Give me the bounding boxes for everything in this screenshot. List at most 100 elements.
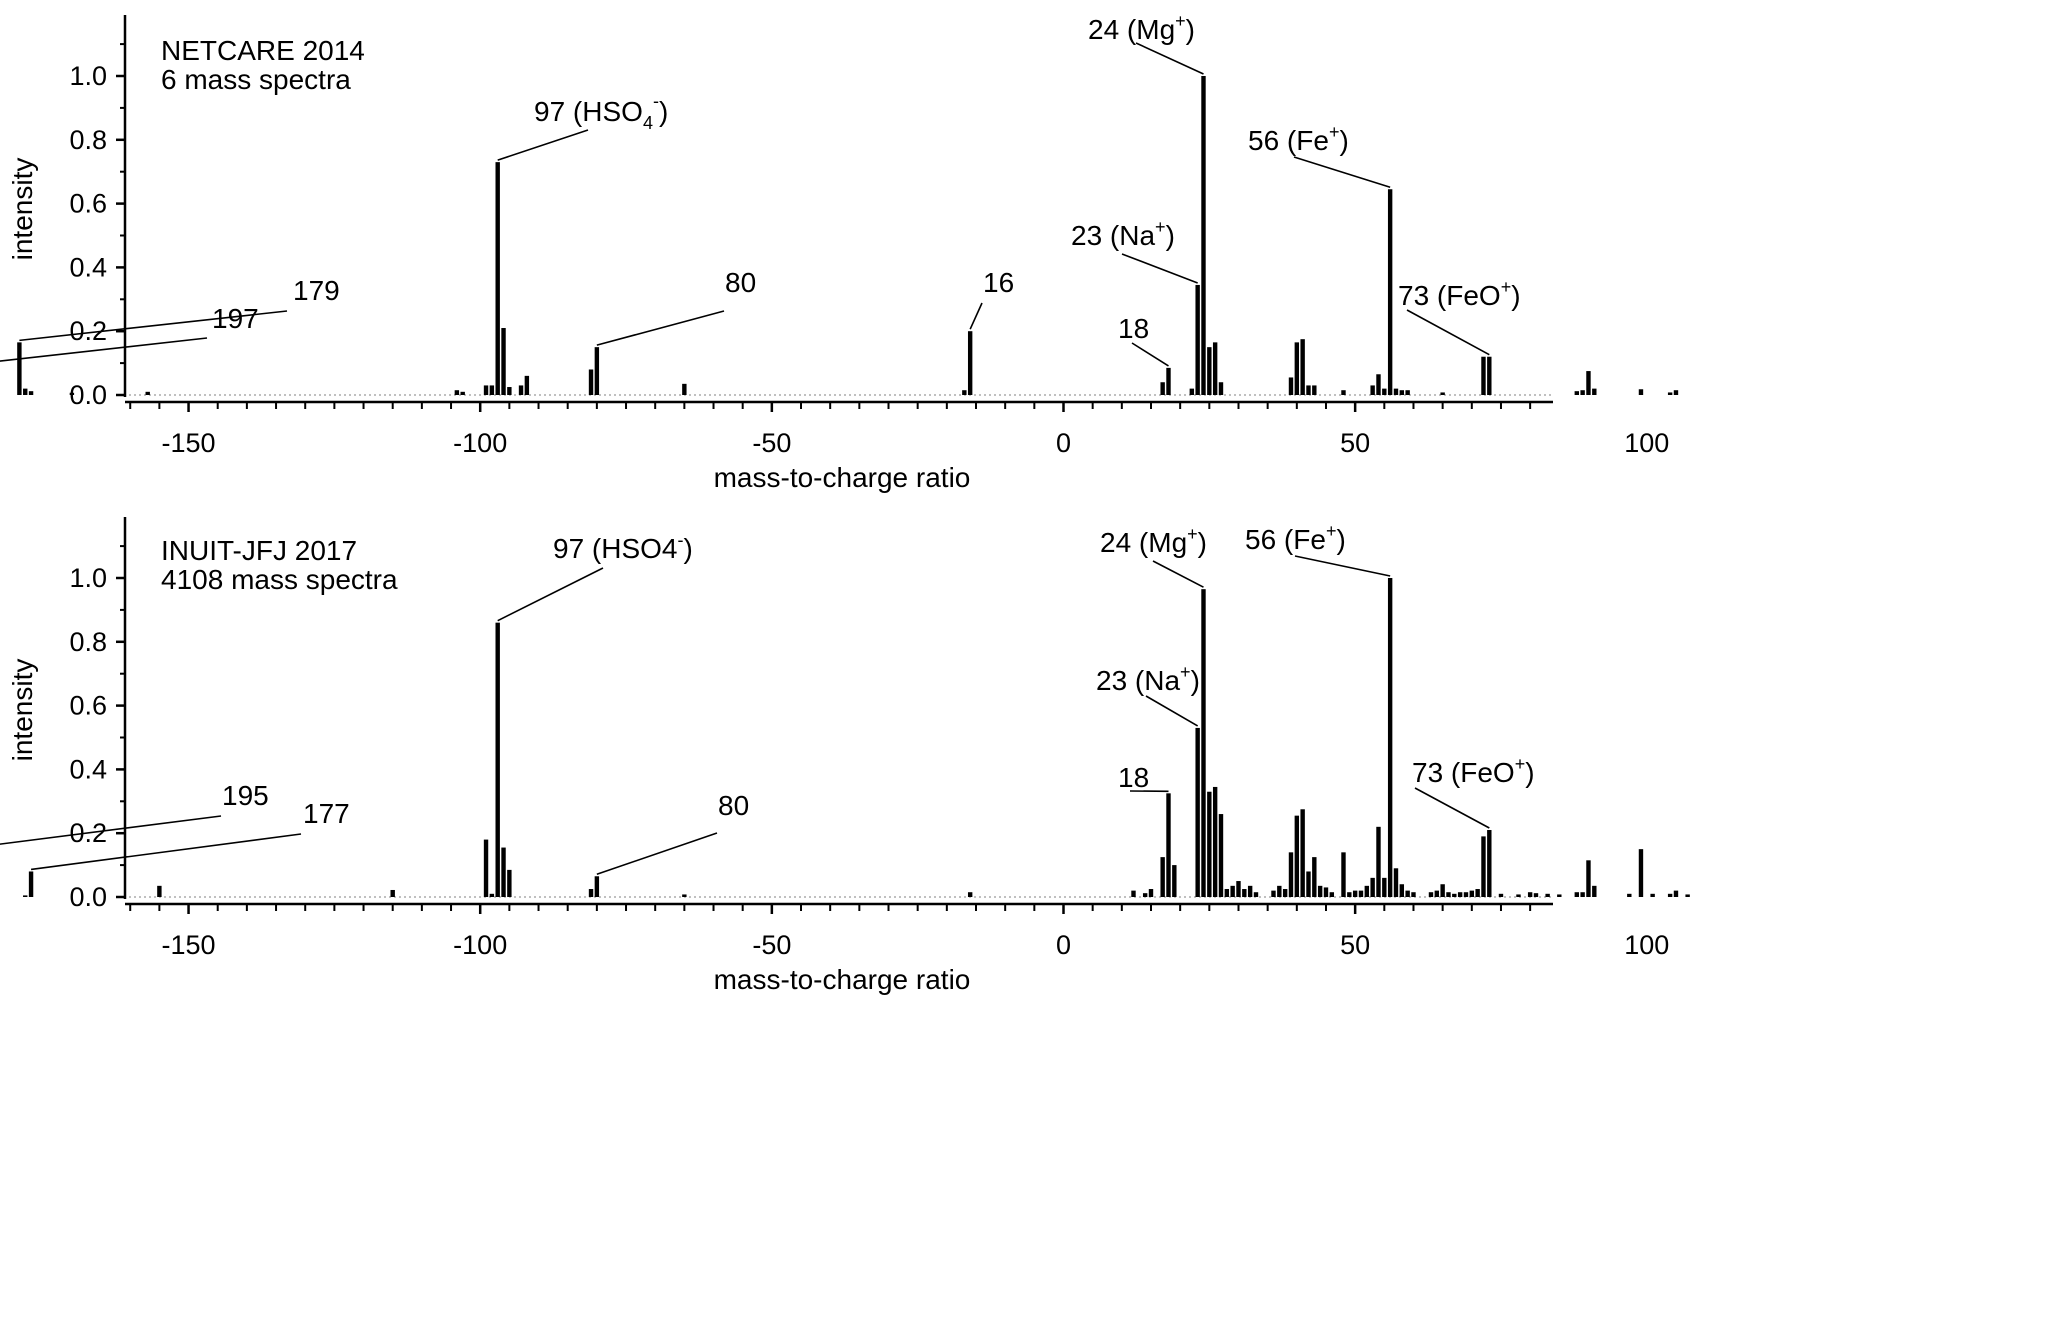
bar bbox=[1341, 390, 1346, 395]
peak-annotation: 73 (FeO+) bbox=[1412, 754, 1535, 788]
x-tick-label: -100 bbox=[453, 930, 507, 960]
peak-annotation: 80 bbox=[725, 267, 756, 298]
y-tick-label: 0.4 bbox=[69, 252, 107, 282]
bar bbox=[1446, 892, 1451, 897]
x-tick-label: 100 bbox=[1624, 428, 1669, 458]
y-tick-label: 0.8 bbox=[69, 125, 107, 155]
bar bbox=[1638, 849, 1644, 897]
bar bbox=[1329, 892, 1335, 897]
bar bbox=[145, 391, 150, 395]
bar bbox=[1142, 893, 1148, 897]
annotation-leader bbox=[0, 337, 208, 362]
bar bbox=[1487, 830, 1492, 897]
bar bbox=[1376, 374, 1381, 395]
panel-netcare-2014: 0.00.20.40.60.81.0intensity-200-150-100-… bbox=[0, 11, 1679, 493]
x-tick-label: -50 bbox=[752, 428, 791, 458]
bar bbox=[1247, 885, 1253, 897]
bar bbox=[1195, 284, 1200, 395]
campaign-label: NETCARE 2014 bbox=[161, 35, 365, 66]
bar bbox=[1312, 385, 1317, 395]
bar bbox=[1212, 342, 1218, 395]
x-tick-label: -50 bbox=[752, 930, 791, 960]
bar bbox=[1475, 889, 1480, 897]
bar bbox=[1638, 389, 1644, 395]
bar bbox=[501, 328, 506, 395]
bar bbox=[1207, 791, 1212, 897]
y-tick-label: 0.0 bbox=[69, 380, 107, 410]
panel-inuit-jfj-2017: 0.00.20.40.60.81.0intensity-200-150-100-… bbox=[0, 517, 1690, 995]
peak-annotation: 56 (Fe+) bbox=[1245, 521, 1346, 555]
bar bbox=[1224, 889, 1230, 897]
peak-annotation: 97 (HSO4-) bbox=[534, 91, 668, 133]
bar bbox=[1574, 391, 1580, 395]
bar bbox=[28, 871, 34, 897]
bar bbox=[588, 889, 594, 897]
bar bbox=[1667, 893, 1673, 897]
annotation-leader bbox=[497, 129, 589, 161]
bar bbox=[495, 622, 500, 897]
annotation-leader bbox=[1131, 342, 1169, 367]
bar bbox=[1457, 892, 1463, 897]
bar bbox=[1218, 814, 1224, 897]
bar bbox=[1586, 860, 1591, 897]
bar bbox=[1533, 893, 1539, 897]
spectra-count-label: 6 mass spectra bbox=[161, 64, 351, 95]
bar bbox=[1376, 826, 1381, 897]
annotation-leader bbox=[1152, 560, 1204, 588]
bar bbox=[1195, 727, 1200, 897]
annotation-leader bbox=[1121, 253, 1198, 284]
bar bbox=[1294, 342, 1300, 395]
bar bbox=[23, 388, 28, 395]
bar bbox=[483, 385, 489, 395]
bar bbox=[1580, 390, 1585, 395]
y-tick-label: 0.8 bbox=[69, 627, 107, 657]
x-axis-title: mass-to-charge ratio bbox=[714, 462, 971, 493]
bar bbox=[1230, 885, 1235, 897]
annotation-leader bbox=[596, 832, 718, 876]
bar bbox=[1317, 885, 1323, 897]
bar bbox=[1166, 367, 1171, 395]
bar bbox=[489, 893, 495, 897]
bar bbox=[1685, 894, 1690, 897]
bar bbox=[1481, 836, 1486, 897]
bar bbox=[69, 392, 75, 395]
bar bbox=[1557, 894, 1562, 897]
bar bbox=[1271, 890, 1276, 897]
bar bbox=[1160, 857, 1165, 897]
bar bbox=[1300, 339, 1305, 395]
bar bbox=[1592, 885, 1597, 897]
bar bbox=[1627, 893, 1632, 897]
bar bbox=[1306, 871, 1311, 897]
x-tick-label: 100 bbox=[1624, 930, 1669, 960]
bar bbox=[1405, 390, 1410, 395]
bar bbox=[489, 385, 495, 395]
y-tick-label: 0.0 bbox=[69, 882, 107, 912]
annotation-leader bbox=[19, 310, 288, 342]
bar bbox=[1201, 589, 1206, 897]
bar bbox=[1382, 388, 1387, 395]
bar bbox=[1516, 894, 1521, 897]
bar bbox=[682, 383, 687, 395]
bar bbox=[23, 895, 28, 897]
spectra-count-label: 4108 mass spectra bbox=[161, 564, 398, 595]
peak-annotation: 24 (Mg+) bbox=[1100, 524, 1207, 558]
bar bbox=[1452, 893, 1457, 897]
bar bbox=[495, 162, 500, 395]
bar bbox=[518, 385, 524, 395]
bar bbox=[1469, 890, 1475, 897]
x-tick-label: -150 bbox=[162, 930, 216, 960]
peak-annotation: 24 (Mg+) bbox=[1088, 11, 1195, 45]
bar bbox=[1673, 890, 1679, 897]
annotation-leader bbox=[0, 815, 222, 845]
annotation-leader bbox=[1406, 309, 1490, 356]
bar bbox=[1393, 388, 1399, 395]
bar bbox=[1545, 893, 1550, 897]
bar bbox=[594, 347, 600, 395]
bar bbox=[390, 889, 395, 897]
bar bbox=[1288, 852, 1294, 897]
bar bbox=[1277, 885, 1282, 897]
bar bbox=[1300, 809, 1305, 897]
x-tick-label: -150 bbox=[162, 428, 216, 458]
y-tick-label: 0.6 bbox=[69, 691, 107, 721]
bar bbox=[17, 342, 22, 395]
